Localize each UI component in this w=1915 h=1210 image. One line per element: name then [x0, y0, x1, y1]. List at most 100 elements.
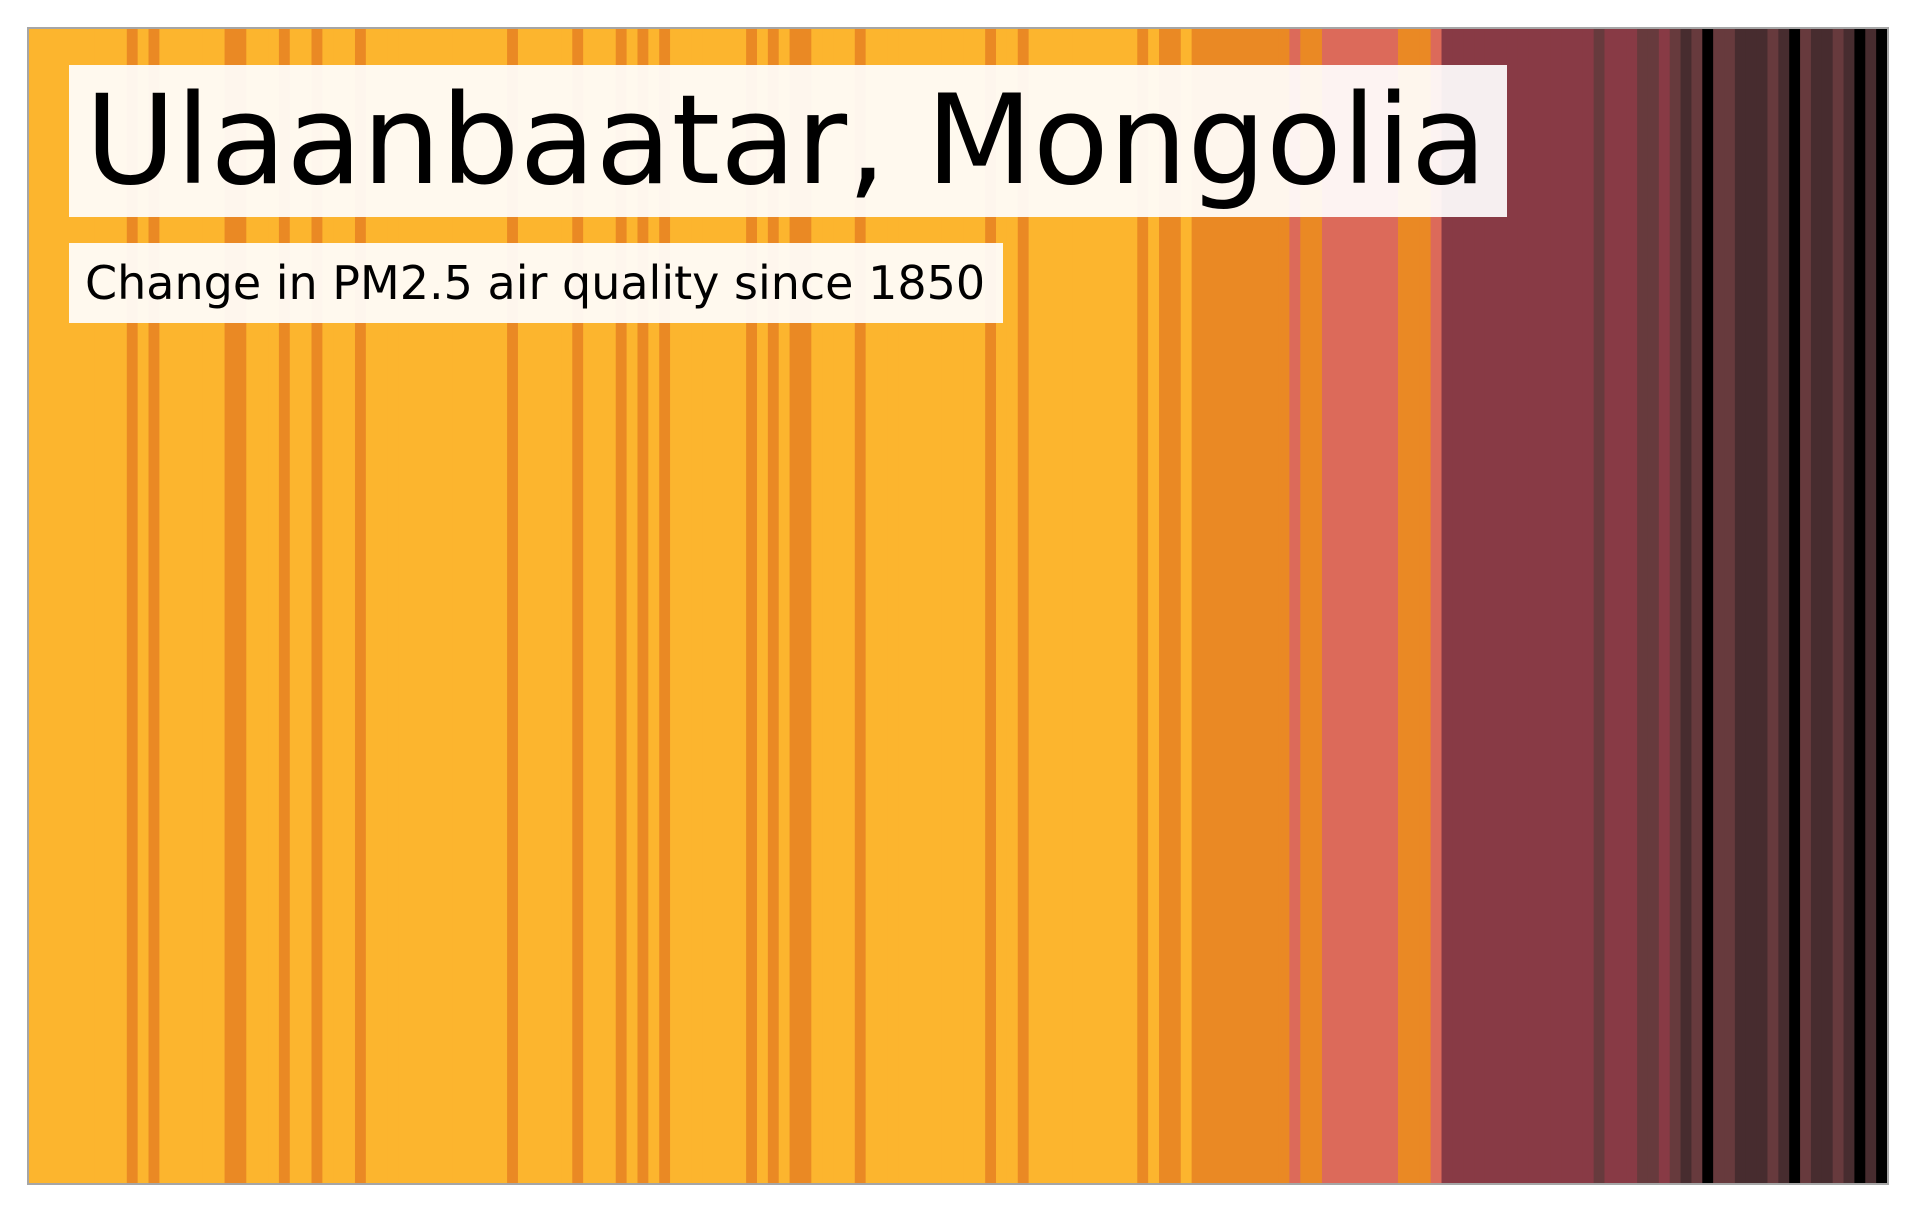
stripe-1864	[181, 29, 193, 1183]
stripe-2008	[1745, 29, 1758, 1183]
stripe-1898	[550, 29, 563, 1183]
stripe-1914	[724, 29, 736, 1183]
stripe-1935	[952, 29, 965, 1183]
stripe-2000	[1658, 29, 1671, 1183]
stripe-1963	[1256, 29, 1269, 1183]
stripe-1911	[691, 29, 704, 1183]
stripe-2010	[1767, 29, 1779, 1183]
stripe-1904	[615, 29, 628, 1183]
stripe-1961	[1235, 29, 1247, 1183]
stripe-1992	[1571, 29, 1584, 1183]
stripe-1854	[72, 29, 84, 1183]
stripe-1972	[1354, 29, 1367, 1183]
stripe-1987	[1517, 29, 1530, 1183]
stripe-1954	[1159, 29, 1171, 1183]
stripe-1887	[431, 29, 443, 1183]
stripe-1884	[398, 29, 410, 1183]
stripe-1926	[854, 29, 867, 1183]
stripe-1868	[224, 29, 237, 1183]
stripe-1986	[1506, 29, 1519, 1183]
stripe-1925	[843, 29, 856, 1183]
chart-title: Ulaanbaatar, Mongolia	[69, 65, 1507, 217]
stripe-1917	[756, 29, 769, 1183]
stripe-2004	[1702, 29, 1714, 1183]
stripe-1880	[354, 29, 367, 1183]
stripe-1923	[822, 29, 834, 1183]
stripe-1859	[126, 29, 139, 1183]
stripe-1964	[1267, 29, 1280, 1183]
stripe-1894	[507, 29, 519, 1183]
stripe-2001	[1669, 29, 1682, 1183]
stripe-2014	[1810, 29, 1823, 1183]
stripe-1933	[930, 29, 943, 1183]
stripe-2017	[1843, 29, 1856, 1183]
stripe-1945	[1061, 29, 1073, 1183]
stripe-1860	[137, 29, 150, 1183]
stripe-1995	[1604, 29, 1616, 1183]
stripe-1977	[1408, 29, 1421, 1183]
stripe-1885	[409, 29, 421, 1183]
stripe-1930	[898, 29, 910, 1183]
stripe-1909	[670, 29, 682, 1183]
stripe-2018	[1854, 29, 1866, 1183]
stripe-2016	[1832, 29, 1845, 1183]
stripe-1990	[1550, 29, 1562, 1183]
stripe-1927	[865, 29, 878, 1183]
stripe-1965	[1278, 29, 1290, 1183]
stripe-1867	[213, 29, 226, 1183]
stripe-1889	[452, 29, 465, 1183]
stripe-1876	[311, 29, 323, 1183]
stripe-1947	[1082, 29, 1095, 1183]
stripe-1919	[778, 29, 791, 1183]
stripe-1939	[996, 29, 1008, 1183]
stripe-1967	[1300, 29, 1312, 1183]
stripe-1857	[105, 29, 117, 1183]
stripe-1852	[50, 29, 63, 1183]
stripe-1910	[680, 29, 693, 1183]
stripe-1940	[1006, 29, 1019, 1183]
stripe-1979	[1430, 29, 1443, 1183]
stripe-2005	[1713, 29, 1725, 1183]
stripe-1886	[420, 29, 432, 1183]
stripe-1999	[1647, 29, 1660, 1183]
stripe-1888	[441, 29, 454, 1183]
stripe-1895	[517, 29, 530, 1183]
stripe-1942	[1028, 29, 1041, 1183]
stripe-1853	[61, 29, 74, 1183]
stripe-1875	[300, 29, 313, 1183]
stripe-2006	[1724, 29, 1736, 1183]
stripe-1913	[713, 29, 725, 1183]
stripe-1934	[941, 29, 954, 1183]
stripe-1955	[1169, 29, 1182, 1183]
stripe-2007	[1734, 29, 1747, 1183]
stripe-1912	[702, 29, 715, 1183]
stripe-1983	[1474, 29, 1486, 1183]
stripe-1949	[1104, 29, 1117, 1183]
stripe-1906	[637, 29, 649, 1183]
chart-subtitle: Change in PM2.5 air quality since 1850	[69, 243, 1004, 323]
stripe-1982	[1463, 29, 1475, 1183]
stripe-1991	[1561, 29, 1573, 1183]
stripe-1948	[1093, 29, 1106, 1183]
stripe-1953	[1148, 29, 1160, 1183]
stripe-1943	[1039, 29, 1051, 1183]
stripe-1882	[376, 29, 389, 1183]
stripe-1869	[235, 29, 247, 1183]
stripe-1861	[148, 29, 160, 1183]
stripe-1915	[735, 29, 747, 1183]
stripe-1978	[1419, 29, 1432, 1183]
stripe-1996	[1615, 29, 1627, 1183]
stripe-1973	[1365, 29, 1377, 1183]
stripe-1874	[289, 29, 302, 1183]
stripe-1918	[767, 29, 780, 1183]
stripe-1873	[278, 29, 291, 1183]
stripe-1938	[985, 29, 997, 1183]
stripe-1936	[963, 29, 975, 1183]
stripe-1916	[746, 29, 758, 1183]
stripe-2020	[1876, 29, 1887, 1183]
stripe-1941	[1017, 29, 1030, 1183]
stripe-1962	[1245, 29, 1258, 1183]
stripe-1907	[648, 29, 660, 1183]
stripe-1994	[1593, 29, 1606, 1183]
stripe-1850	[29, 29, 41, 1183]
